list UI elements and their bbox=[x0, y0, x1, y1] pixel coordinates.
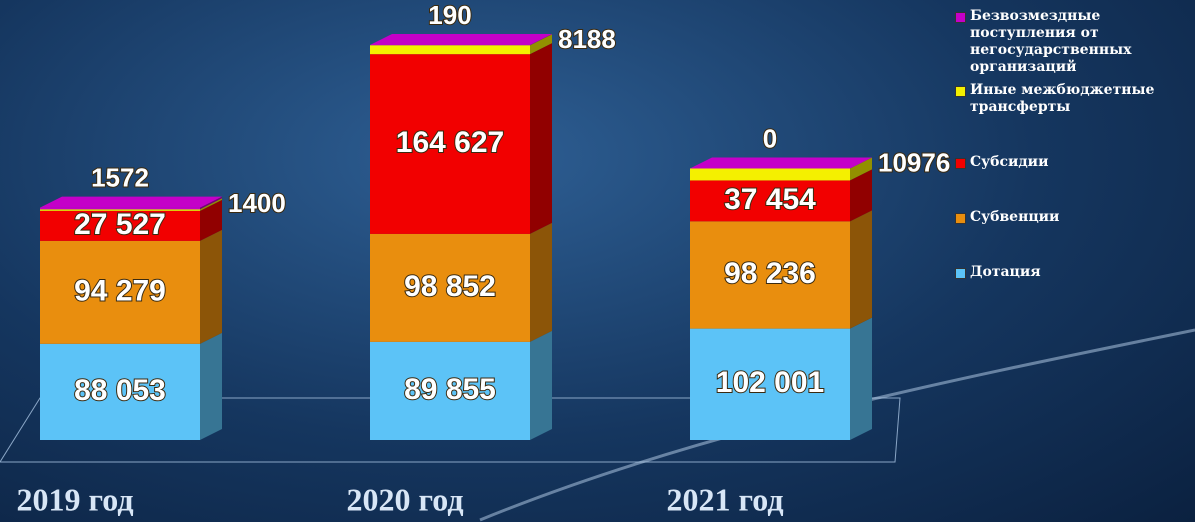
bar-top bbox=[40, 197, 222, 208]
legend-label: Иные межбюджетные трансферты bbox=[970, 82, 1193, 116]
value-label: 98 236 bbox=[724, 257, 816, 290]
x-tick-label: 2019 год bbox=[17, 481, 134, 517]
legend-item: Иные межбюджетные трансферты bbox=[955, 82, 1193, 116]
value-label: 0 bbox=[763, 123, 777, 153]
value-label: 1400 bbox=[228, 188, 286, 218]
legend-swatch bbox=[955, 86, 966, 97]
value-label: 27 527 bbox=[74, 208, 166, 241]
value-label: 94 279 bbox=[74, 274, 166, 307]
legend-label: Субвенции bbox=[970, 209, 1059, 226]
legend-label: Безвозмездные поступления от негосударст… bbox=[970, 8, 1193, 76]
value-label: 1572 bbox=[91, 162, 149, 192]
legend-item: Дотация bbox=[955, 264, 1193, 281]
value-label: 89 855 bbox=[404, 373, 496, 406]
legend-label: Субсидии bbox=[970, 154, 1048, 171]
bar-side bbox=[850, 318, 872, 440]
bar-side bbox=[530, 331, 552, 440]
value-label: 98 852 bbox=[404, 270, 496, 303]
legend-label: Дотация bbox=[970, 264, 1041, 281]
value-label: 10976 bbox=[878, 147, 950, 177]
x-tick-label: 2020 год bbox=[347, 481, 464, 517]
bar-side bbox=[200, 333, 222, 440]
legend: Безвозмездные поступления от негосударст… bbox=[955, 8, 1193, 287]
value-label: 164 627 bbox=[396, 126, 504, 159]
legend-swatch bbox=[955, 12, 966, 23]
bar-side bbox=[530, 223, 552, 342]
bar-side bbox=[850, 210, 872, 328]
legend-item: Субсидии bbox=[955, 154, 1193, 171]
bar bbox=[370, 45, 530, 54]
bar-side bbox=[530, 43, 552, 234]
legend-swatch bbox=[955, 268, 966, 279]
bar-side bbox=[200, 230, 222, 344]
x-tick-label: 2021 год bbox=[667, 481, 784, 517]
page: 2019 год 2020 год 2021 год 88 053 94 279 27 5… bbox=[0, 0, 1195, 522]
bar-top bbox=[370, 34, 552, 45]
bar bbox=[690, 168, 850, 180]
value-label: 190 bbox=[428, 0, 471, 30]
legend-item: Субвенции bbox=[955, 209, 1193, 226]
value-label: 8188 bbox=[558, 24, 616, 54]
legend-item: Безвозмездные поступления от негосударст… bbox=[955, 8, 1193, 76]
value-label: 37 454 bbox=[724, 183, 816, 216]
bar-top bbox=[690, 157, 872, 168]
value-label: 88 053 bbox=[74, 374, 166, 407]
value-label: 102 001 bbox=[716, 366, 824, 399]
legend-swatch bbox=[955, 158, 966, 169]
legend-swatch bbox=[955, 213, 966, 224]
